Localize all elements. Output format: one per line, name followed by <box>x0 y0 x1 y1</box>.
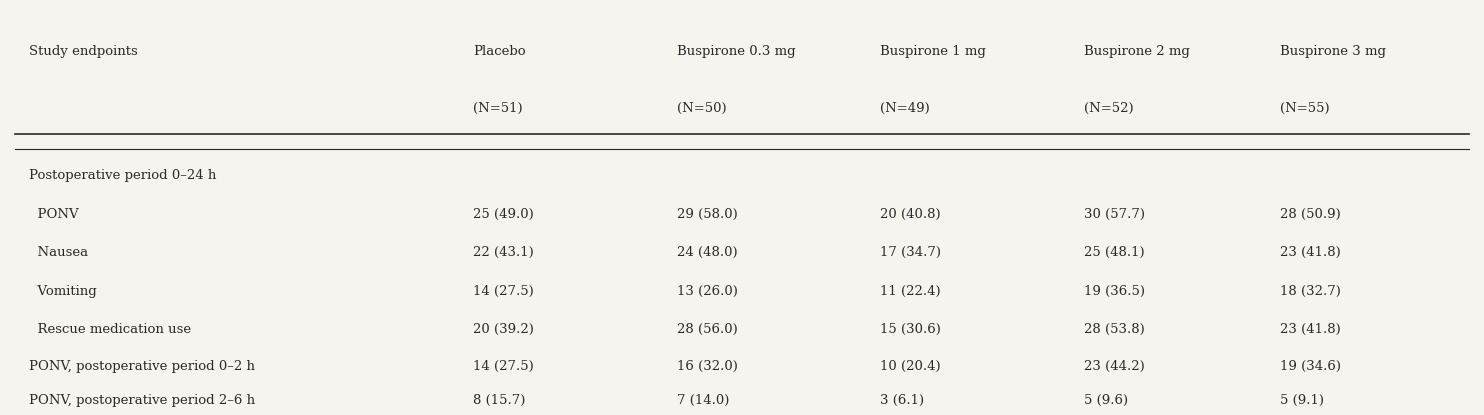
Text: 28 (56.0): 28 (56.0) <box>677 323 738 337</box>
Text: 18 (32.7): 18 (32.7) <box>1281 285 1342 298</box>
Text: 5 (9.1): 5 (9.1) <box>1281 394 1324 407</box>
Text: Postoperative period 0–24 h: Postoperative period 0–24 h <box>30 169 217 182</box>
Text: 30 (57.7): 30 (57.7) <box>1083 208 1144 220</box>
Text: Nausea: Nausea <box>30 246 89 259</box>
Text: (N=51): (N=51) <box>473 102 522 115</box>
Text: Rescue medication use: Rescue medication use <box>30 323 191 337</box>
Text: 23 (44.2): 23 (44.2) <box>1083 360 1144 373</box>
Text: 15 (30.6): 15 (30.6) <box>880 323 941 337</box>
Text: 3 (6.1): 3 (6.1) <box>880 394 925 407</box>
Text: 13 (26.0): 13 (26.0) <box>677 285 738 298</box>
Text: PONV, postoperative period 0–2 h: PONV, postoperative period 0–2 h <box>30 360 255 373</box>
Text: 20 (40.8): 20 (40.8) <box>880 208 941 220</box>
Text: (N=55): (N=55) <box>1281 102 1330 115</box>
Text: 14 (27.5): 14 (27.5) <box>473 360 534 373</box>
Text: Vomiting: Vomiting <box>30 285 96 298</box>
Text: (N=50): (N=50) <box>677 102 726 115</box>
Text: 17 (34.7): 17 (34.7) <box>880 246 941 259</box>
Text: 22 (43.1): 22 (43.1) <box>473 246 534 259</box>
Text: 19 (36.5): 19 (36.5) <box>1083 285 1144 298</box>
Text: 8 (15.7): 8 (15.7) <box>473 394 525 407</box>
Text: 10 (20.4): 10 (20.4) <box>880 360 941 373</box>
Text: 28 (50.9): 28 (50.9) <box>1281 208 1342 220</box>
Text: 14 (27.5): 14 (27.5) <box>473 285 534 298</box>
Text: 5 (9.6): 5 (9.6) <box>1083 394 1128 407</box>
Text: 7 (14.0): 7 (14.0) <box>677 394 729 407</box>
Text: 20 (39.2): 20 (39.2) <box>473 323 534 337</box>
Text: 28 (53.8): 28 (53.8) <box>1083 323 1144 337</box>
Text: Study endpoints: Study endpoints <box>30 45 138 58</box>
Text: (N=49): (N=49) <box>880 102 930 115</box>
Text: PONV: PONV <box>30 208 79 220</box>
Text: (N=52): (N=52) <box>1083 102 1134 115</box>
Text: Placebo: Placebo <box>473 45 525 58</box>
Text: 24 (48.0): 24 (48.0) <box>677 246 738 259</box>
Text: 23 (41.8): 23 (41.8) <box>1281 246 1342 259</box>
Text: 25 (48.1): 25 (48.1) <box>1083 246 1144 259</box>
Text: 16 (32.0): 16 (32.0) <box>677 360 738 373</box>
Text: Buspirone 0.3 mg: Buspirone 0.3 mg <box>677 45 795 58</box>
Text: 19 (34.6): 19 (34.6) <box>1281 360 1342 373</box>
Text: 11 (22.4): 11 (22.4) <box>880 285 941 298</box>
Text: 29 (58.0): 29 (58.0) <box>677 208 738 220</box>
Text: Buspirone 2 mg: Buspirone 2 mg <box>1083 45 1190 58</box>
Text: Buspirone 1 mg: Buspirone 1 mg <box>880 45 985 58</box>
Text: 25 (49.0): 25 (49.0) <box>473 208 534 220</box>
Text: 23 (41.8): 23 (41.8) <box>1281 323 1342 337</box>
Text: PONV, postoperative period 2–6 h: PONV, postoperative period 2–6 h <box>30 394 255 407</box>
Text: Buspirone 3 mg: Buspirone 3 mg <box>1281 45 1386 58</box>
